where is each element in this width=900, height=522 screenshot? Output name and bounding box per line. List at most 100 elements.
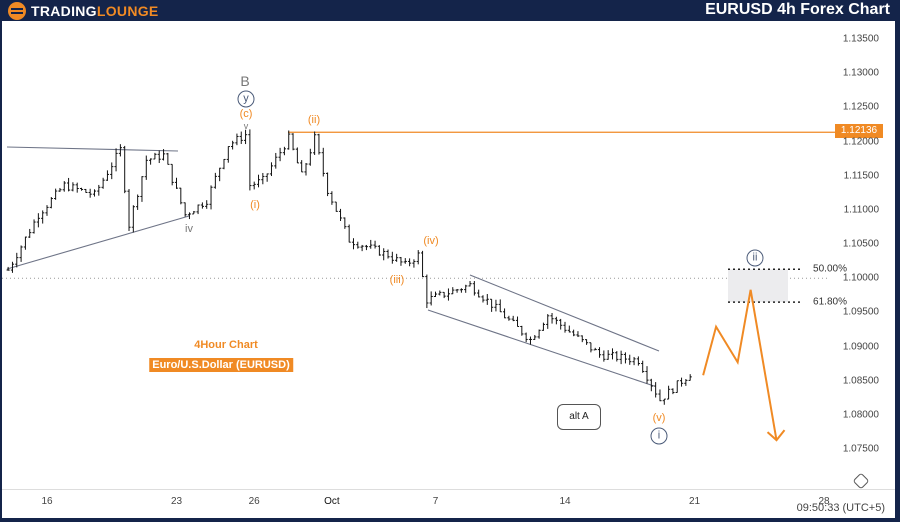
ohlc-bar — [45, 205, 49, 216]
ohlc-bar — [403, 258, 407, 264]
ohlc-bar — [490, 298, 494, 312]
projection-arrowhead-icon — [766, 429, 786, 442]
ohlc-bar — [641, 360, 645, 373]
chart-panel[interactable]: B y (c) v (i) iv (ii) (iv) (iii) (v) i i… — [2, 21, 895, 518]
ohlc-bar — [619, 350, 623, 365]
ohlc-bar — [222, 158, 226, 170]
ohlc-bar — [265, 173, 269, 182]
ohlc-bar — [321, 147, 325, 177]
header: TRADINGLOUNGE EURUSD 4h Forex Chart — [0, 0, 900, 21]
channel-upper-line — [469, 274, 660, 352]
wave-label-ii-circled: ii — [746, 249, 764, 267]
ohlc-bar — [187, 212, 192, 220]
ohlc-bar — [386, 249, 390, 259]
ohlc-bar — [589, 342, 593, 353]
ohlc-bar — [287, 130, 291, 150]
ohlc-bar — [209, 185, 213, 210]
ohlc-bar — [71, 182, 75, 192]
ohlc-bar — [615, 351, 619, 362]
ohlc-bar — [438, 290, 442, 296]
ohlc-bar — [136, 194, 140, 210]
fib-618-label: 61.80% — [813, 296, 847, 308]
ohlc-bar — [252, 181, 256, 190]
ohlc-bar — [49, 196, 53, 209]
ohlc-bar — [654, 382, 658, 398]
ohlc-bar — [485, 293, 489, 305]
ohlc-bar — [200, 202, 204, 209]
ohlc-bar — [537, 329, 541, 339]
ohlc-bar — [451, 287, 455, 295]
wave-label-y: y — [237, 90, 255, 108]
ohlc-bar — [205, 200, 209, 209]
ohlc-bar — [79, 187, 84, 191]
ohlc-bar — [628, 354, 632, 365]
ohlc-bar — [442, 291, 446, 299]
ohlc-bar — [468, 281, 472, 287]
ohlc-bar — [395, 253, 399, 262]
ohlc-bar — [6, 266, 10, 271]
ohlc-bar — [15, 252, 19, 268]
ohlc-bar — [282, 146, 287, 156]
ohlc-bar — [308, 148, 312, 166]
ohlc-bar — [313, 131, 317, 155]
ohlc-bar — [498, 299, 502, 313]
ohlc-bar — [101, 177, 105, 189]
price-tick: 1.11000 — [843, 204, 879, 216]
wave-label-ii: (ii) — [307, 114, 321, 126]
ohlc-bar — [636, 356, 640, 366]
ohlc-bar — [28, 228, 32, 238]
ohlc-bar — [464, 284, 468, 293]
date-tick: 14 — [559, 496, 571, 507]
ohlc-bar — [580, 335, 584, 343]
ohlc-bar — [192, 210, 196, 215]
ohlc-bar — [420, 250, 425, 278]
ohlc-bar — [153, 152, 157, 160]
tradinglounge-logo: TRADINGLOUNGE — [8, 2, 159, 20]
date-tick: 23 — [170, 496, 183, 507]
ohlc-bar — [300, 160, 304, 173]
ohlc-bar — [317, 133, 321, 155]
ohlc-bar — [593, 347, 597, 351]
ohlc-bar — [507, 315, 511, 321]
ohlc-bar — [10, 261, 15, 273]
price-tick: 1.08000 — [842, 409, 879, 421]
triangle-upper-line — [6, 146, 179, 152]
ohlc-bar — [364, 244, 369, 251]
ohlc-bar — [256, 174, 261, 188]
price-tick: 1.13000 — [842, 67, 879, 79]
resistance-price-tag: 1.12136 — [835, 124, 883, 138]
ohlc-bar — [140, 176, 144, 202]
ohlc-bar — [231, 140, 235, 150]
ohlc-bar — [174, 177, 179, 189]
ohlc-bar — [688, 374, 692, 381]
ohlc-bar — [114, 148, 118, 172]
ohlc-bar — [183, 202, 187, 217]
ohlc-bar — [520, 325, 524, 336]
ohlc-bar — [19, 245, 23, 262]
ohlc-bar — [274, 152, 278, 169]
ohlc-bar — [399, 256, 403, 266]
ohlc-bar — [41, 210, 45, 224]
instrument-label: Euro/U.S.Dollar (EURUSD) — [149, 358, 293, 372]
ohlc-bar — [84, 188, 88, 193]
ohlc-bar — [92, 189, 97, 197]
ohlc-bar — [58, 187, 62, 192]
ohlc-bar — [261, 172, 265, 185]
projection-path — [702, 289, 778, 441]
ohlc-bar — [584, 339, 589, 345]
ohlc-bar — [269, 162, 274, 177]
ohlc-bar — [567, 325, 571, 333]
ohlc-bar — [54, 188, 58, 200]
date-tick: 7 — [432, 496, 439, 507]
ohlc-bar — [110, 162, 114, 180]
ohlc-bar — [213, 172, 217, 189]
ohlc-bar — [157, 150, 161, 164]
ohlc-bar — [196, 204, 200, 215]
price-chart[interactable] — [2, 21, 895, 518]
ohlc-bar — [127, 189, 131, 231]
ohlc-bar — [429, 291, 433, 306]
ohlc-bar — [291, 133, 295, 151]
ohlc-bar — [559, 318, 563, 330]
price-tick: 1.13500 — [842, 33, 879, 45]
ohlc-bar — [623, 352, 628, 364]
